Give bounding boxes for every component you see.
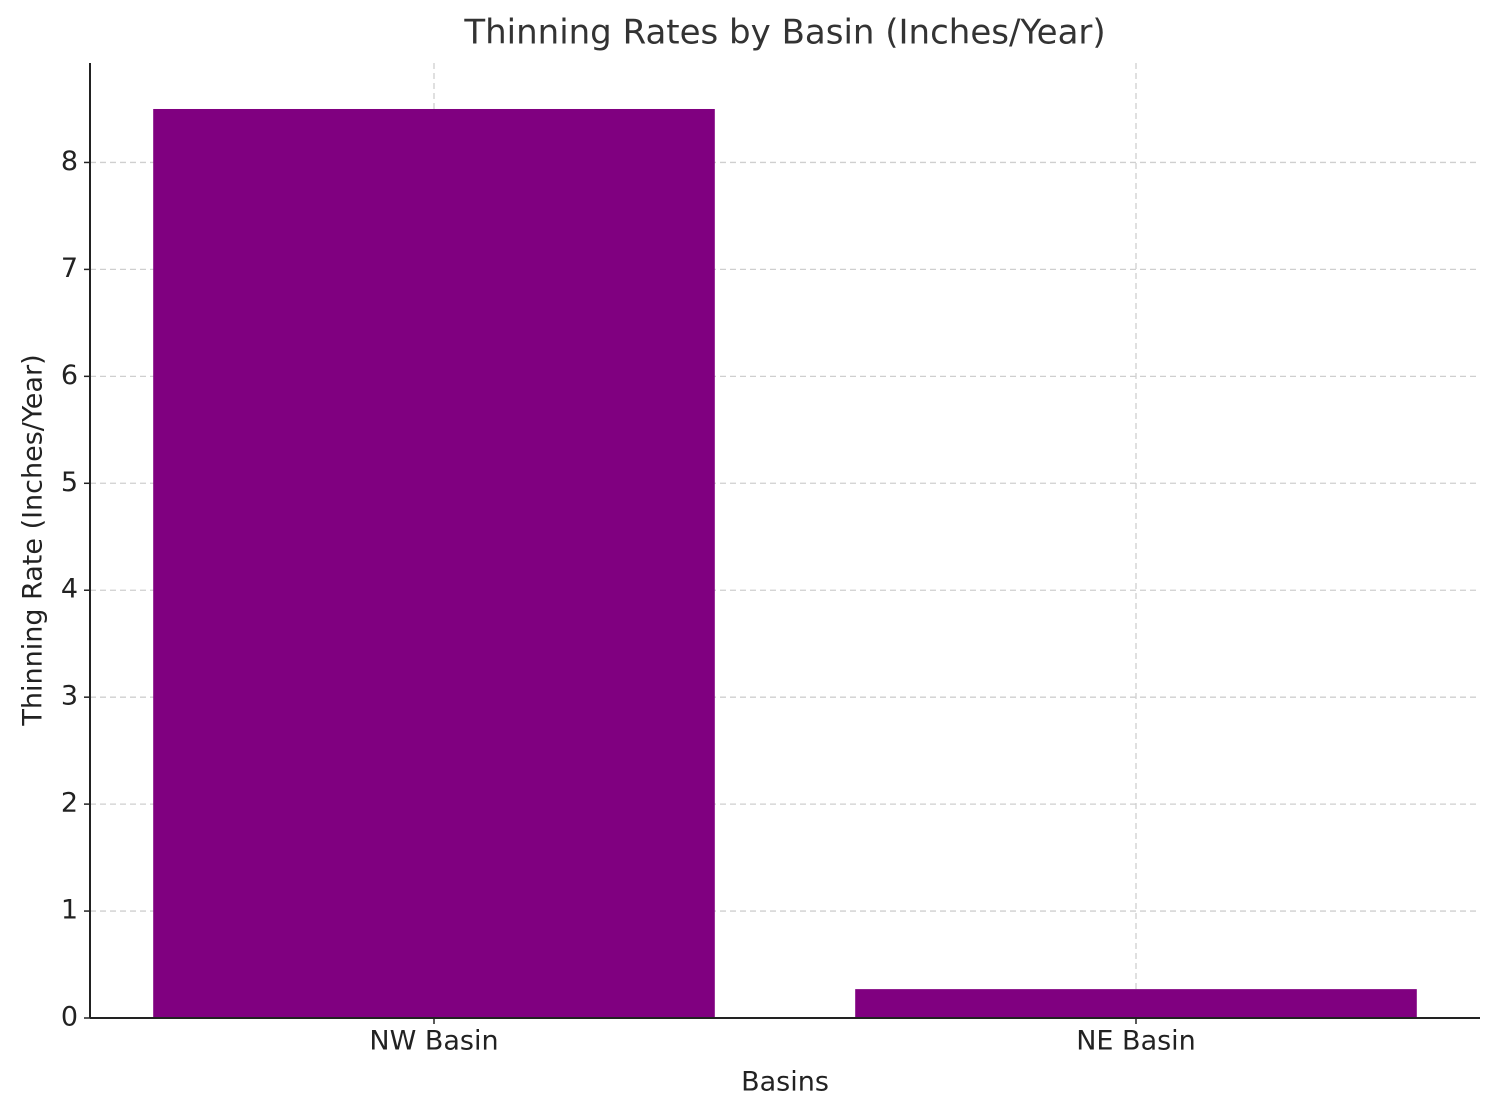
y-tick-label: 5	[61, 467, 78, 498]
y-tick-label: 4	[61, 574, 78, 605]
x-axis-label: Basins	[741, 1067, 829, 1098]
x-tick-label: NE Basin	[1076, 1026, 1196, 1057]
bar	[855, 989, 1417, 1018]
chart-title: Thinning Rates by Basin (Inches/Year)	[463, 13, 1105, 53]
y-axis-label: Thinning Rate (Inches/Year)	[18, 354, 49, 726]
x-tick-label: NW Basin	[369, 1026, 498, 1057]
y-tick-label: 2	[61, 788, 78, 819]
y-tick-label: 0	[61, 1002, 78, 1033]
y-tick-label: 1	[61, 895, 78, 926]
y-tick-label: 7	[61, 253, 78, 284]
y-tick-label: 8	[61, 146, 78, 177]
y-tick-label: 6	[61, 360, 78, 391]
bar	[153, 108, 715, 1018]
y-tick-label: 3	[61, 681, 78, 712]
